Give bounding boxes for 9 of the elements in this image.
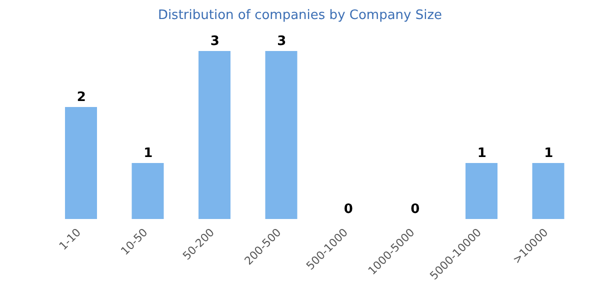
data-label: 3	[277, 34, 286, 49]
data-label: 0	[410, 202, 420, 217]
data-label: 0	[344, 202, 353, 217]
data-label: 1	[544, 146, 554, 161]
data-label: 1	[144, 146, 153, 161]
data-label: 1	[477, 146, 486, 161]
data-label: 3	[210, 34, 220, 49]
chart-title: Distribution of companies by Company Size	[156, 8, 444, 23]
data-label: 2	[76, 90, 86, 105]
